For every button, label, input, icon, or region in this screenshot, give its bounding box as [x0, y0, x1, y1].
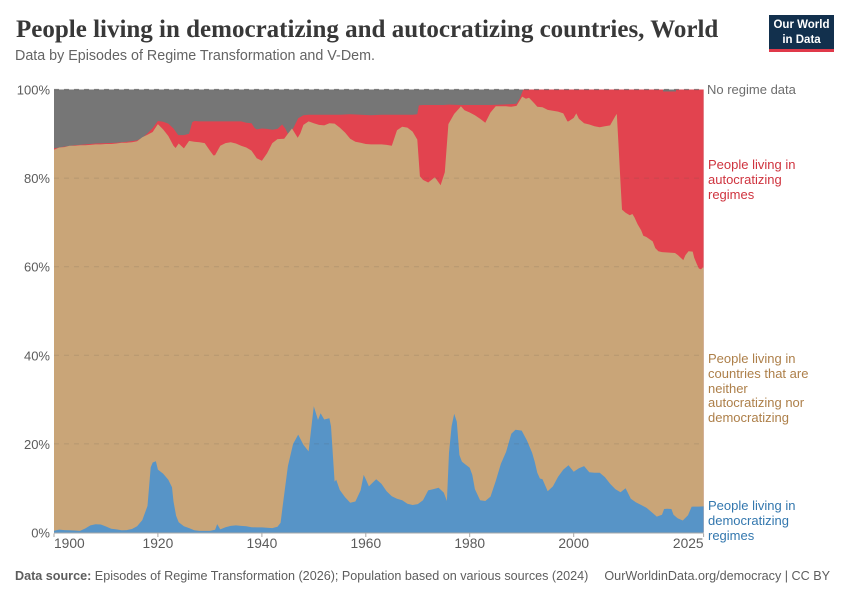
- svg-text:2000: 2000: [558, 536, 589, 551]
- svg-text:0%: 0%: [31, 526, 50, 541]
- svg-text:60%: 60%: [24, 260, 50, 275]
- svg-text:20%: 20%: [24, 437, 50, 452]
- svg-text:1960: 1960: [350, 536, 381, 551]
- svg-text:40%: 40%: [24, 348, 50, 363]
- svg-text:80%: 80%: [24, 171, 50, 186]
- svg-text:1920: 1920: [143, 536, 174, 551]
- svg-text:1940: 1940: [247, 536, 278, 551]
- svg-text:1900: 1900: [54, 536, 85, 551]
- svg-text:1980: 1980: [454, 536, 485, 551]
- svg-text:100%: 100%: [17, 83, 51, 98]
- svg-text:2025: 2025: [673, 536, 704, 551]
